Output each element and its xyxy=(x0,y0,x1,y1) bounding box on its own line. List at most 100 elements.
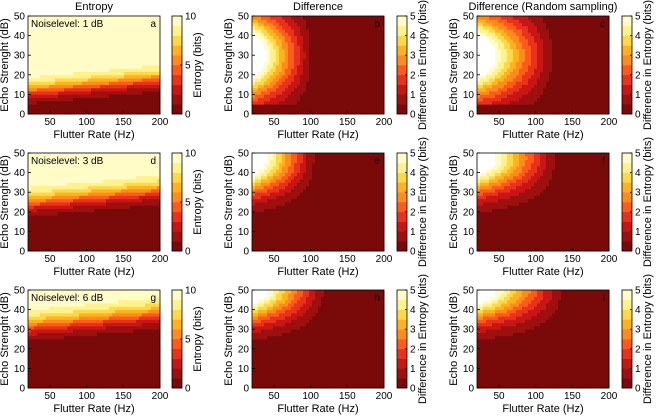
heatmap-cell xyxy=(606,29,610,33)
heatmap-cell xyxy=(372,19,376,23)
heatmap-cell xyxy=(345,45,349,50)
heatmap-cell xyxy=(64,237,68,242)
heatmap-cell xyxy=(522,71,526,76)
heatmap-cell xyxy=(97,35,101,40)
heatmap-cell xyxy=(594,58,598,63)
heatmap-cell xyxy=(112,74,116,79)
heatmap-cell xyxy=(567,84,571,89)
heatmap-cell xyxy=(501,51,505,56)
heatmap-cell xyxy=(570,16,574,20)
heatmap-cell xyxy=(52,156,56,160)
heatmap-cell xyxy=(91,45,95,50)
heatmap-cell xyxy=(34,159,38,164)
heatmap-cell xyxy=(573,51,577,56)
heatmap-cell xyxy=(297,84,301,89)
heatmap-cell xyxy=(55,42,59,46)
heatmap-cell xyxy=(603,19,607,23)
heatmap-cell xyxy=(348,87,352,92)
heatmap-cell xyxy=(543,61,547,66)
heatmap-cell xyxy=(480,91,484,95)
heatmap-cell xyxy=(109,48,113,53)
heatmap-cell xyxy=(64,74,68,79)
heatmap-cell xyxy=(255,29,259,33)
heatmap-cell xyxy=(366,55,370,59)
heatmap-cell xyxy=(34,87,38,92)
heatmap-cell xyxy=(360,110,364,115)
heatmap-cell xyxy=(579,97,583,102)
heatmap-cell xyxy=(375,81,379,85)
heatmap-cell xyxy=(94,48,98,53)
heatmap-cell xyxy=(106,58,110,63)
heatmap-cell xyxy=(276,58,280,63)
heatmap-cell xyxy=(91,58,95,63)
heatmap-cell xyxy=(28,29,32,33)
heatmap-cell xyxy=(498,58,502,63)
heatmap-cell xyxy=(312,84,316,89)
heatmap-cell xyxy=(282,38,286,43)
heatmap-cell xyxy=(270,55,274,59)
heatmap-cell xyxy=(58,231,62,236)
heatmap-cell xyxy=(498,51,502,56)
heatmap-cell xyxy=(52,35,56,40)
heatmap-cell xyxy=(31,156,35,160)
heatmap-cell xyxy=(43,188,47,193)
heatmap-cell xyxy=(345,38,349,43)
heatmap-cell xyxy=(309,38,313,43)
heatmap-cell xyxy=(106,29,110,33)
heatmap-cell xyxy=(264,35,268,40)
heatmap-cell xyxy=(585,91,589,95)
heatmap-cell xyxy=(145,84,149,89)
heatmap-cell xyxy=(288,16,292,20)
heatmap-cell xyxy=(552,51,556,56)
heatmap-cell xyxy=(58,48,62,53)
heatmap-cell xyxy=(513,65,517,69)
heatmap-cell xyxy=(73,78,77,82)
heatmap-cell xyxy=(67,78,71,82)
heatmap-cell xyxy=(121,94,125,99)
heatmap-cell xyxy=(288,74,292,79)
heatmap-cell xyxy=(504,19,508,23)
heatmap-cell xyxy=(579,91,583,95)
heatmap-cell xyxy=(597,22,601,27)
heatmap-cell xyxy=(333,48,337,53)
heatmap-cell xyxy=(579,29,583,33)
heatmap-cell xyxy=(495,107,499,112)
heatmap-cell xyxy=(52,78,56,82)
heatmap-cell xyxy=(516,48,520,53)
heatmap-cell xyxy=(55,81,59,85)
heatmap-cell xyxy=(112,188,116,193)
heatmap-cell xyxy=(321,22,325,27)
heatmap-cell xyxy=(64,215,68,219)
heatmap-cell xyxy=(46,58,50,63)
heatmap-cell xyxy=(540,29,544,33)
heatmap-cell xyxy=(79,35,83,40)
heatmap-cell xyxy=(531,100,535,105)
heatmap-cell xyxy=(537,91,541,95)
heatmap-cell xyxy=(291,68,295,72)
heatmap-cell xyxy=(339,71,343,76)
heatmap-cell xyxy=(124,65,128,69)
colorbar-tick-label: 1 xyxy=(410,90,416,101)
heatmap-cell xyxy=(285,45,289,50)
heatmap-cell xyxy=(309,81,313,85)
heatmap-cell xyxy=(543,104,547,108)
heatmap-cell xyxy=(267,58,271,63)
heatmap-cell xyxy=(139,84,143,89)
heatmap-cell xyxy=(100,42,104,46)
heatmap-cell xyxy=(306,100,310,105)
heatmap-cell xyxy=(348,104,352,108)
heatmap-cell xyxy=(528,107,532,112)
heatmap-cell xyxy=(100,74,104,79)
heatmap-cell xyxy=(585,81,589,85)
heatmap-cell xyxy=(486,51,490,56)
heatmap-cell xyxy=(255,58,259,63)
heatmap-cell xyxy=(483,68,487,72)
heatmap-cell xyxy=(82,224,86,229)
heatmap-cell xyxy=(79,218,83,222)
heatmap-cell xyxy=(267,81,271,85)
heatmap-cell xyxy=(303,97,307,102)
heatmap-cell xyxy=(603,22,607,27)
heatmap-cell xyxy=(366,65,370,69)
heatmap-cell xyxy=(573,65,577,69)
heatmap-cell xyxy=(261,16,265,20)
